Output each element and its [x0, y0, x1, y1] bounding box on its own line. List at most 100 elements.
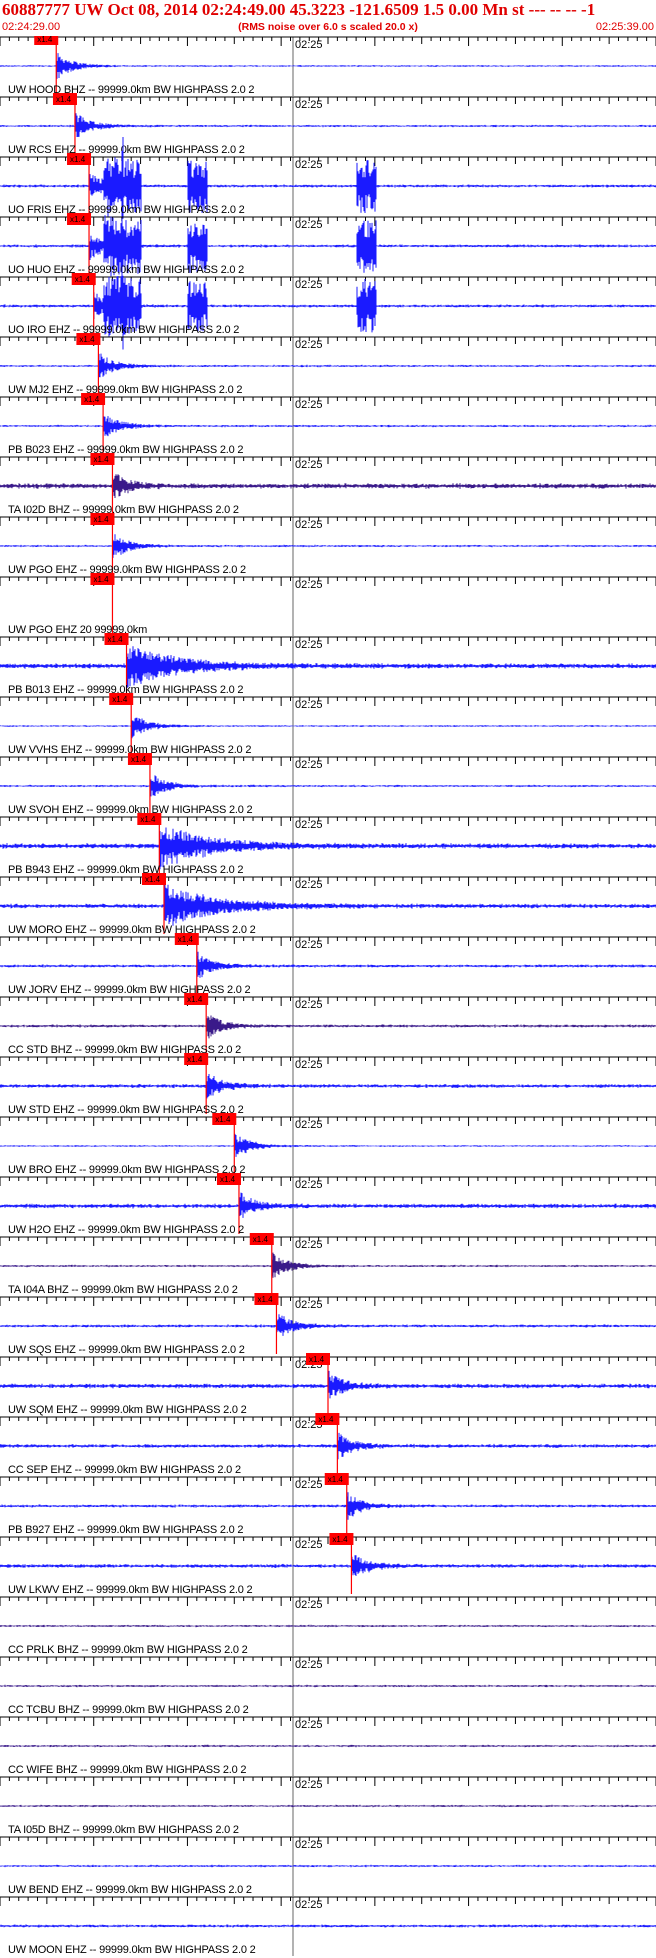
channel-row: 02:25 CC TCBU BHZ -- 99999.0km BW HIGHPAS…: [0, 1656, 656, 1716]
waveform-trace: [0, 1370, 656, 1399]
station-label: PB B023 EHZ -- 99999.0km BW HIGHPASS 2.0…: [8, 444, 243, 456]
pick-flag: [137, 813, 162, 825]
waveform-trace: [0, 1432, 656, 1460]
minute-tick-label: 02:25: [295, 99, 323, 111]
station-label: CC WIFE BHZ -- 99999.0km BW HIGHPASS 2.0…: [8, 1764, 246, 1776]
pick-label: x1.4: [70, 155, 86, 164]
station-label: CC STD BHZ -- 99999.0km BW HIGHPASS 2.0 …: [8, 1044, 241, 1056]
channel-row: 02:25 TA I05D BHZ -- 99999.0km BW HIGHPAS…: [0, 1776, 656, 1836]
pick-label: x1.4: [93, 515, 109, 524]
station-label: UW MORO EHZ -- 99999.0km BW HIGHPASS 2.0…: [8, 924, 256, 936]
pick-flag: [212, 1113, 237, 1125]
channel-row: 02:25 x1.4 PB B927 EHZ -- 99999.0km BW HIG…: [0, 1473, 656, 1536]
channel-row: 02:25 x1.4 UO HUO EHZ -- 99999.0km BW HIGH…: [0, 213, 656, 277]
minute-tick-label: 02:25: [295, 1599, 323, 1611]
station-label: UW MOON EHZ -- 99999.0km BW HIGHPASS 2.0…: [8, 1944, 256, 1956]
waveform-trace: [0, 646, 656, 688]
channel-row: 02:25 x1.4 UW H2O EHZ -- 99999.0km BW HIGH…: [0, 1173, 656, 1236]
pick-flag: [109, 693, 134, 705]
waveform-trace: [0, 1133, 656, 1157]
station-label: UW RCS EHZ -- 99999.0km BW HIGHPASS 2.0 …: [8, 144, 245, 156]
minute-tick-label: 02:25: [295, 819, 323, 831]
minute-tick-label: 02:25: [295, 699, 323, 711]
pick-label: x1.4: [79, 335, 95, 344]
pick-label: x1.4: [187, 995, 203, 1004]
waveform-trace: [0, 882, 656, 926]
channel-row: 02:25 UW MOON EHZ -- 99999.0km BW HIGHPAS…: [0, 1896, 656, 1956]
minute-tick-label: 02:25: [295, 939, 323, 951]
minute-tick-label: 02:25: [295, 1119, 323, 1131]
pick-label: x1.4: [220, 1175, 236, 1184]
minute-tick-label: 02:25: [295, 579, 323, 591]
waveform-trace: [0, 137, 656, 234]
station-label: CC PRLK BHZ -- 99999.0km BW HIGHPASS 2.0…: [8, 1644, 248, 1656]
station-label: UW SVOH EHZ -- 99999.0km BW HIGHPASS 2.0…: [8, 804, 253, 816]
station-label: UW MJ2 EHZ -- 99999.0km BW HIGHPASS 2.0 …: [8, 384, 242, 396]
station-label: UW SQS EHZ -- 99999.0km BW HIGHPASS 2.0 …: [8, 1344, 245, 1356]
minute-tick-label: 02:25: [295, 1239, 323, 1251]
station-label: UW BRO EHZ -- 99999.0km BW HIGHPASS 2.0 …: [8, 1164, 245, 1176]
channel-row: 02:25 x1.4 UW MJ2 EHZ -- 99999.0km BW HIGH…: [0, 333, 656, 396]
channel-row: 02:25 x1.4 UW HOOD BHZ -- 99999.0km BW HIG…: [0, 36, 656, 96]
station-label: UW SQM EHZ -- 99999.0km BW HIGHPASS 2.0 …: [8, 1404, 247, 1416]
channel-row: 02:25 x1.4 TA I02D BHZ -- 99999.0km BW HIG…: [0, 453, 656, 516]
waveform-trace: [0, 1314, 656, 1336]
minute-tick-label: 02:25: [295, 1839, 323, 1851]
minute-tick-label: 02:25: [295, 1899, 323, 1911]
waveform-trace: [0, 1744, 656, 1748]
station-label: CC TCBU BHZ -- 99999.0km BW HIGHPASS 2.0…: [8, 1704, 249, 1716]
waveform-trace: [0, 1864, 656, 1868]
pick-label: x1.4: [253, 1235, 269, 1244]
pick-flag: [306, 1353, 330, 1365]
channel-row: 02:25 x1.4 UW SQS EHZ -- 99999.0km BW HIGH…: [0, 1293, 656, 1356]
channel-row: 02:25 x1.4 PB B013 EHZ -- 99999.0km BW HIG…: [0, 633, 656, 696]
pick-flag: [174, 933, 199, 945]
pick-label: x1.4: [318, 1415, 334, 1424]
pick-label: x1.4: [112, 695, 128, 704]
pick-label: x1.4: [37, 36, 53, 44]
pick-label: x1.4: [178, 935, 194, 944]
waveform-trace: [0, 416, 656, 437]
channel-row: 02:25 x1.4 UW JORV EHZ -- 99999.0km BW HIG…: [0, 933, 656, 996]
minute-tick-label: 02:25: [295, 1479, 323, 1491]
waveform-trace: [0, 266, 656, 350]
waveform-trace: [0, 775, 656, 797]
pick-label: x1.4: [140, 815, 156, 824]
minute-tick-label: 02:25: [295, 1779, 323, 1791]
pick-label: x1.4: [145, 875, 161, 884]
pick-label: x1.4: [56, 95, 72, 104]
pick-flag: [67, 213, 92, 225]
channel-row: 02:25 x1.4 CC STD BHZ -- 99999.0km BW HIGH…: [0, 993, 656, 1056]
pick-label: x1.4: [93, 575, 109, 584]
station-label: UW LKWV EHZ -- 99999.0km BW HIGHPASS 2.0…: [8, 1584, 253, 1596]
noise-subtitle: (RMS noise over 6.0 s scaled 20.0 x): [238, 21, 418, 33]
end-time-label: 02:25:39.00: [595, 21, 654, 33]
waveform-trace: [0, 1252, 656, 1278]
minute-tick-label: 02:25: [295, 1659, 323, 1671]
pick-flag: [254, 1293, 279, 1305]
waveform-trace: [0, 951, 656, 978]
minute-tick-label: 02:25: [295, 339, 323, 351]
waveform-trace: [0, 1192, 656, 1221]
channel-row: 02:25 x1.4 PB B943 EHZ -- 99999.0km BW HIG…: [0, 813, 656, 876]
station-label: UW VVHS EHZ -- 99999.0km BW HIGHPASS 2.0…: [8, 744, 251, 756]
channel-row: 02:25 x1.4 PB B023 EHZ -- 99999.0km BW HIG…: [0, 393, 656, 456]
station-label: UO IRO EHZ -- 99999.0km BW HIGHPASS 2.0 …: [8, 324, 239, 336]
pick-label: x1.4: [108, 635, 124, 644]
minute-tick-label: 02:25: [295, 1539, 323, 1551]
channel-row: 02:25 x1.4 UW BRO EHZ -- 99999.0km BW HIGH…: [0, 1113, 656, 1176]
waveform-trace: [0, 1492, 656, 1520]
minute-tick-label: 02:25: [295, 279, 323, 291]
pick-label: x1.4: [187, 1055, 203, 1064]
channel-row: 02:25 x1.4 UW LKWV EHZ -- 99999.0km BW HIG…: [0, 1533, 656, 1596]
pick-label: x1.4: [332, 1535, 348, 1544]
station-label: TA I05D BHZ -- 99999.0km BW HIGHPASS 2.0…: [8, 1824, 239, 1836]
pick-flag: [81, 393, 106, 405]
station-label: UO HUO EHZ -- 99999.0km BW HIGHPASS 2.0 …: [8, 264, 244, 276]
station-label: TA I04A BHZ -- 99999.0km BW HIGHPASS 2.0…: [8, 1284, 238, 1296]
station-label: CC SEP EHZ -- 99999.0km BW HIGHPASS 2.0 …: [8, 1464, 241, 1476]
waveform-trace: [0, 474, 656, 498]
pick-flag: [329, 1533, 354, 1545]
station-label: UW HOOD BHZ -- 99999.0km BW HIGHPASS 2.0…: [8, 84, 254, 96]
